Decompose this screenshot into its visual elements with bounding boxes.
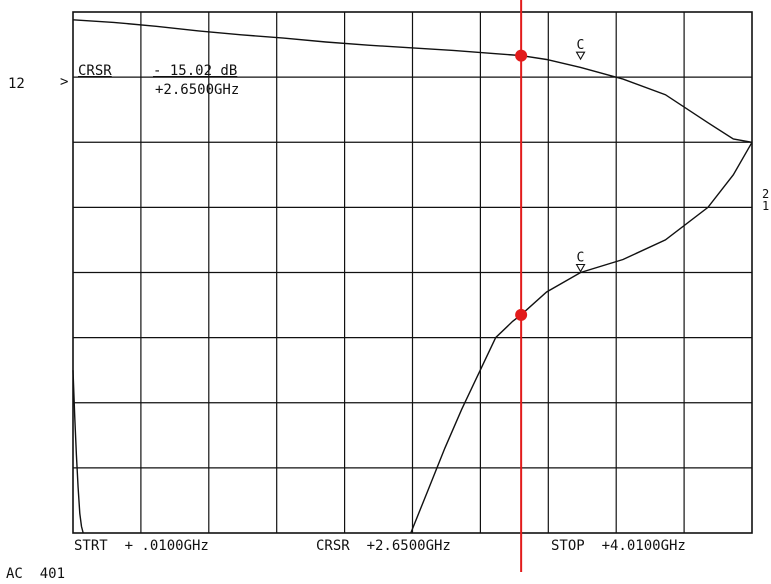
c-marker-triangle bbox=[575, 51, 586, 61]
cursor-readout-label: CRSR bbox=[78, 63, 112, 79]
trace-line-3 bbox=[72, 370, 84, 534]
trace-1-end-label: 1 bbox=[762, 199, 769, 213]
c-marker-label: C bbox=[577, 38, 585, 53]
cursor-readout-value: - 15.02 dB bbox=[153, 63, 237, 79]
reference-arrow-icon: > bbox=[60, 74, 68, 90]
start-frequency-label: STRT + .0100GHz bbox=[74, 538, 209, 554]
trace-2-end-label: 2 bbox=[762, 187, 769, 201]
cursor-frequency-label: CRSR +2.6500GHz bbox=[316, 538, 451, 554]
reference-level-label: 12 bbox=[8, 76, 25, 92]
cursor-layer[interactable] bbox=[515, 0, 528, 572]
c-marker-label: C bbox=[577, 251, 585, 266]
acquisition-info-label: AC 401 bbox=[6, 566, 65, 582]
stop-frequency-label: STOP +4.0100GHz bbox=[551, 538, 686, 554]
c-marker-triangle bbox=[575, 263, 586, 273]
cursor-marker-dot bbox=[515, 49, 528, 62]
plot-grid bbox=[72, 11, 753, 534]
cursor-marker-dot bbox=[515, 308, 528, 321]
cursor-readout-frequency: +2.6500GHz bbox=[155, 82, 239, 98]
trace-line-1 bbox=[72, 19, 753, 143]
